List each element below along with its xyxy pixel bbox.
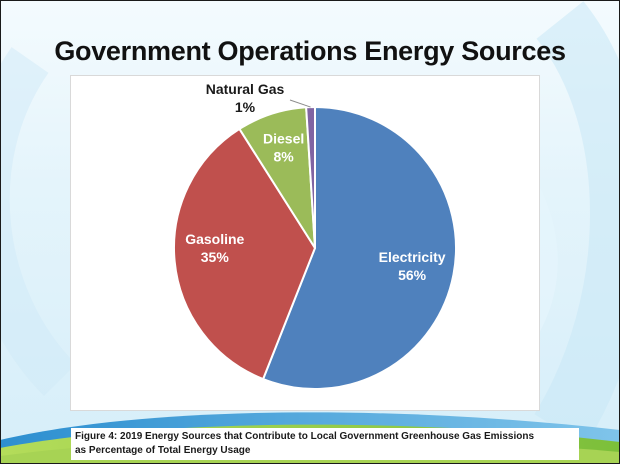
slice-percent-diesel: 8%	[274, 148, 295, 164]
pie-slice-gasoline	[173, 127, 317, 381]
slice-percent-electricity: 56%	[398, 267, 427, 283]
leader-line-natural-gas	[289, 99, 311, 108]
slice-label-diesel: Diesel	[263, 130, 304, 146]
pie-slice-natural-gas	[305, 105, 316, 249]
slice-label-gasoline: Gasoline	[185, 231, 244, 247]
figure-caption-line-1: Figure 4: 2019 Energy Sources that Contr…	[75, 431, 535, 442]
pie-slice-electricity	[261, 105, 457, 390]
pie-chart-frame: Electricity 56% Gasoline 35% Diesel 8% Natural…	[70, 75, 540, 411]
slice-label-natural-gas: Natural Gas	[206, 81, 285, 97]
figure-caption: Figure 4: 2019 Energy Sources that Contr…	[71, 428, 579, 460]
figure-caption-line-2: as Percentage of Total Energy Usage	[75, 445, 251, 456]
pie-chart: Electricity 56% Gasoline 35% Diesel 8% Natural…	[173, 81, 457, 390]
slice-percent-gasoline: 35%	[201, 249, 230, 265]
slice-label-electricity: Electricity	[379, 249, 446, 265]
slide-title: Government Operations Energy Sources	[54, 36, 566, 66]
slice-percent-natural-gas: 1%	[235, 99, 256, 115]
